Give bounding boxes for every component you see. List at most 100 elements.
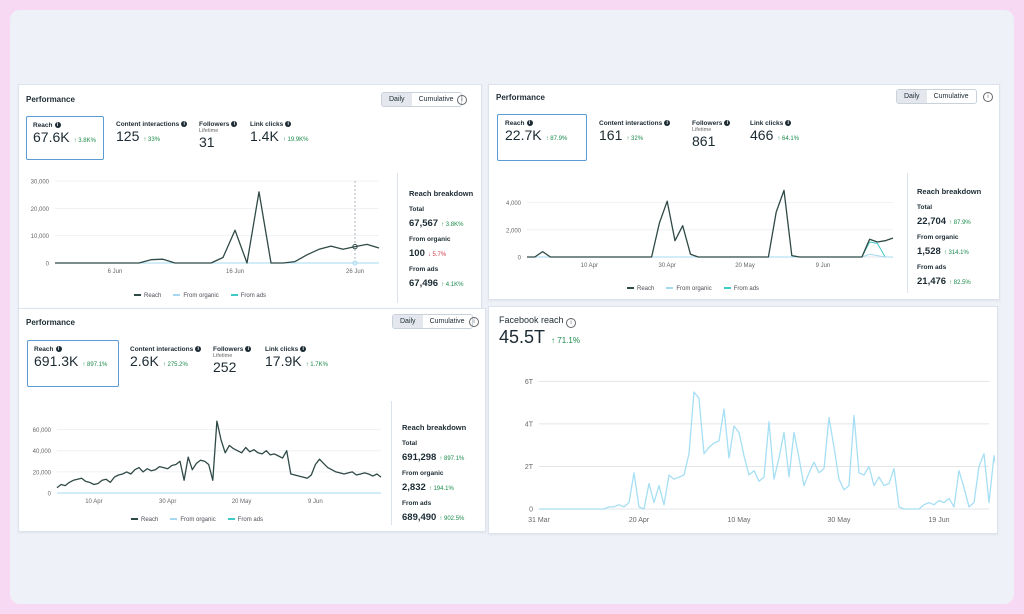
metric-label: Link clicks xyxy=(265,346,299,353)
x-tick-label: 9 Jun xyxy=(816,263,831,269)
series-line-facebook-reach xyxy=(539,391,995,510)
info-icon[interactable]: i xyxy=(457,95,467,105)
panel-title: Performance xyxy=(496,93,545,102)
reach-line-chart[interactable]: 0 2,000 4,000 10 Apr 30 Apr 20 May 9 Jun xyxy=(489,183,899,283)
x-tick-label: 30 Apr xyxy=(658,263,675,269)
info-icon[interactable]: i xyxy=(566,318,577,328)
info-icon[interactable]: i xyxy=(245,346,252,353)
metric-followers[interactable]: Followers i Lifetime 861 xyxy=(692,120,731,151)
y-tick-label: 0 xyxy=(529,507,533,514)
series-line-reach xyxy=(527,189,894,258)
info-icon[interactable]: i xyxy=(664,120,671,127)
metric-link-clicks[interactable]: Link clicks i 466 ↑ 64.1% xyxy=(750,120,799,145)
legend-reach: Reach xyxy=(627,286,654,292)
metric-link-clicks[interactable]: Link clicks i 17.9K ↑ 1.7K% xyxy=(265,346,328,371)
metric-sublabel: Lifetime xyxy=(213,353,233,359)
breakdown-value: 21,476 xyxy=(917,276,947,287)
metric-label: Reach xyxy=(505,120,525,127)
metric-value: 466 xyxy=(750,127,774,143)
chart-legend: Reach From organic From ads xyxy=(627,286,759,292)
metric-value: 691.3K xyxy=(34,353,79,369)
info-icon[interactable]: i xyxy=(724,120,731,127)
info-icon[interactable]: i xyxy=(54,122,61,129)
y-tick-label: 0 xyxy=(46,262,50,268)
info-icon[interactable]: i xyxy=(983,92,993,102)
metric-delta: ↑ 897.1% xyxy=(82,362,108,368)
breakdown-label: Total xyxy=(917,204,933,211)
legend-organic: From organic xyxy=(173,293,219,299)
info-icon[interactable]: i xyxy=(231,121,238,128)
reach-line-chart[interactable]: 0 20,000 40,000 60,000 10 Apr 30 Apr 20 May 9 J… xyxy=(19,413,389,513)
metric-delta: ↑ 64.1% xyxy=(777,136,800,142)
series-line-reach xyxy=(56,420,382,489)
metric-delta: ↑ 19.9K% xyxy=(282,137,309,143)
y-tick-label: 0 xyxy=(518,256,522,262)
metric-content-interactions[interactable]: Content interactions i 125 ↑ 33% xyxy=(116,121,188,146)
info-icon[interactable]: i xyxy=(195,346,202,353)
performance-panel-2: Performance Daily Cumulative i Reach i 22… xyxy=(488,84,1000,300)
cumulative-option[interactable]: Cumulative xyxy=(422,315,472,328)
info-icon[interactable]: i xyxy=(300,346,307,353)
x-tick-label: 26 Jun xyxy=(346,269,364,275)
metric-sublabel: Lifetime xyxy=(692,127,712,133)
panel-title: Performance xyxy=(26,318,75,327)
breakdown-label: Total xyxy=(409,206,425,213)
breakdown-delta: ↑ 3.8K% xyxy=(441,222,464,228)
metric-value: 252 xyxy=(213,359,237,375)
metric-reach[interactable]: Reach i 67.6K ↑ 3.8K% xyxy=(26,116,104,160)
daily-cumulative-toggle[interactable]: Daily Cumulative xyxy=(392,314,473,329)
metric-value: 2.6K xyxy=(130,353,159,369)
breakdown-label: From organic xyxy=(409,236,451,243)
x-tick-label: 10 Apr xyxy=(85,499,102,505)
metric-sublabel: Lifetime xyxy=(199,128,219,134)
breakdown-delta: ↑ 902.5% xyxy=(439,516,465,522)
info-icon[interactable]: i xyxy=(285,121,292,128)
metric-delta: ↑ 32% xyxy=(626,136,644,142)
reach-line-chart[interactable]: 0 10,000 20,000 30,000 6 Jun 16 Jun 26 Jun xyxy=(19,177,387,287)
metric-label: Reach xyxy=(34,346,54,353)
metric-label: Followers xyxy=(692,120,723,127)
y-tick-label: 40,000 xyxy=(33,449,52,455)
cumulative-option[interactable]: Cumulative xyxy=(926,90,976,103)
facebook-reach-delta: ↑ 71.1% xyxy=(551,336,580,345)
info-icon[interactable]: i xyxy=(785,120,792,127)
info-icon[interactable]: i xyxy=(469,317,479,327)
metric-label: Followers xyxy=(199,121,230,128)
metric-reach[interactable]: Reach i 691.3K ↑ 897.1% xyxy=(27,340,119,387)
metric-content-interactions[interactable]: Content interactions i 161 ↑ 32% xyxy=(599,120,671,145)
info-icon[interactable]: i xyxy=(526,120,533,127)
metric-content-interactions[interactable]: Content interactions i 2.6K ↑ 275.2% xyxy=(130,346,202,371)
metric-followers[interactable]: Followers i Lifetime 252 xyxy=(213,346,252,377)
metric-link-clicks[interactable]: Link clicks i 1.4K ↑ 19.9K% xyxy=(250,121,309,146)
y-tick-label: 2T xyxy=(525,464,534,471)
facebook-reach-value: 45.5T xyxy=(499,327,546,347)
daily-cumulative-toggle[interactable]: Daily Cumulative xyxy=(896,89,977,104)
facebook-reach-title: Facebook reach i xyxy=(499,315,577,328)
cumulative-option[interactable]: Cumulative xyxy=(411,93,461,106)
x-tick-label: 30 May xyxy=(828,517,851,524)
breakdown-value: 691,298 xyxy=(402,452,437,463)
metric-followers[interactable]: Followers i Lifetime 31 xyxy=(199,121,238,152)
breakdown-value: 689,490 xyxy=(402,512,437,523)
legend-ads: From ads xyxy=(230,293,266,299)
divider xyxy=(907,173,908,293)
metric-reach[interactable]: Reach i 22.7K ↑ 87.9% xyxy=(497,114,587,161)
breakdown-delta: ↓ 5.7% xyxy=(427,252,447,258)
background-frame: Performance Daily Cumulative i Reach i 67… xyxy=(10,10,1014,604)
metric-label: Reach xyxy=(33,122,53,129)
reach-breakdown: Reach breakdown Total 67,567 ↑ 3.8K% From… xyxy=(409,189,473,291)
y-tick-label: 0 xyxy=(48,492,52,498)
breakdown-value: 100 xyxy=(409,248,425,259)
info-icon[interactable]: i xyxy=(55,346,62,353)
x-tick-label: 31 Mar xyxy=(528,517,550,524)
daily-option[interactable]: Daily xyxy=(382,93,412,106)
daily-option[interactable]: Daily xyxy=(393,315,423,328)
daily-option[interactable]: Daily xyxy=(897,90,927,103)
facebook-reach-line-chart[interactable]: 0 2T 4T 6T 31 Mar 20 Apr 10 May 30 May 19 Jun xyxy=(489,357,995,527)
breakdown-value: 1,528 xyxy=(917,246,941,257)
breakdown-value: 67,567 xyxy=(409,218,439,229)
legend-organic: From organic xyxy=(666,286,712,292)
daily-cumulative-toggle[interactable]: Daily Cumulative xyxy=(381,92,462,107)
info-icon[interactable]: i xyxy=(181,121,188,128)
x-tick-label: 16 Jun xyxy=(226,269,244,275)
